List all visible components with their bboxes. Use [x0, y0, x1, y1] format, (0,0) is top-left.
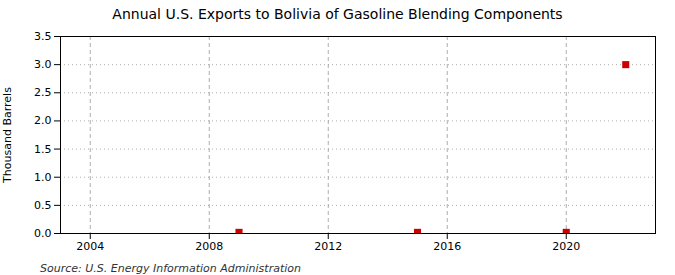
svg-text:2.0: 2.0	[34, 114, 52, 127]
svg-text:0.0: 0.0	[34, 227, 52, 240]
html-text:Source: U.S. Energy Informatio: Source: U.S. Energy Information Administ…	[40, 262, 301, 275]
svg-text:1.0: 1.0	[34, 171, 52, 184]
svg-text:3.5: 3.5	[34, 30, 52, 43]
svg-text:3.0: 3.0	[34, 58, 52, 71]
svg-text:2020: 2020	[552, 240, 580, 253]
svg-text:Thousand Barrels: Thousand Barrels	[1, 87, 14, 184]
svg-text:1.5: 1.5	[34, 143, 52, 156]
svg-text:2004: 2004	[76, 240, 104, 253]
svg-text:2016: 2016	[433, 240, 461, 253]
svg-text:0.5: 0.5	[34, 199, 52, 212]
svg-text:2012: 2012	[314, 240, 342, 253]
svg-text:2008: 2008	[195, 240, 223, 253]
html-text:Annual U.S. Exports to Bolivia: Annual U.S. Exports to Bolivia of Gasoli…	[112, 6, 563, 22]
svg-text:2.5: 2.5	[34, 86, 52, 99]
